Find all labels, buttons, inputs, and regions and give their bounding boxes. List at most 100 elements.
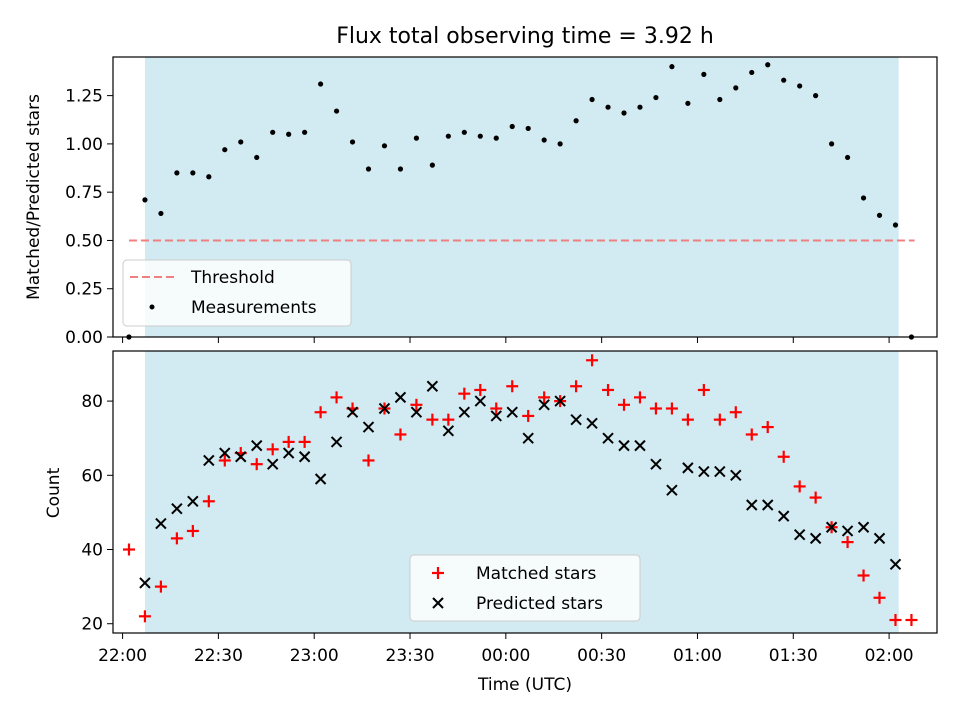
predicted-legend-swatch <box>432 597 444 609</box>
top-y-tick-label: 0.00 <box>65 328 103 348</box>
predicted-star-point <box>426 380 439 392</box>
bottom-legend-box <box>409 554 641 622</box>
measurement-point <box>589 96 595 103</box>
predicted-star-point <box>474 395 486 407</box>
predicted-star-point <box>650 458 662 470</box>
x-tick-label: 22:30 <box>194 646 243 666</box>
bottom-legend: Matched stars Predicted stars <box>409 554 641 622</box>
x-tick-label: 22:00 <box>98 646 147 666</box>
predicted-star-point <box>554 395 566 407</box>
predicted-star-point <box>458 406 471 418</box>
top-y-tick-label: 0.50 <box>65 231 103 251</box>
measurement-point <box>238 139 244 145</box>
predicted-star-point <box>618 439 630 452</box>
measurement-point <box>302 129 308 135</box>
top-y-tick-label: 1.00 <box>65 135 103 155</box>
predicted-star-point <box>586 417 598 430</box>
measurement-point <box>749 69 755 76</box>
legend-label-predicted: Predicted stars <box>476 594 603 614</box>
measurement-point <box>317 81 324 87</box>
matched-star-point <box>633 391 646 404</box>
top-legend-box <box>122 259 352 327</box>
predicted-star-point <box>730 469 742 482</box>
bottom-y-tick-label: 60 <box>81 466 103 486</box>
legend-label-measurements: Measurements <box>191 298 317 318</box>
measurement-point <box>605 104 611 110</box>
predicted-star-point <box>793 528 806 541</box>
matched-star-point <box>490 402 503 415</box>
matched-star-point <box>314 406 327 419</box>
predicted-star-point <box>235 451 247 463</box>
measurement-point <box>717 96 723 103</box>
x-tick-label: 23:30 <box>386 646 435 666</box>
predicted-star-point <box>522 432 534 444</box>
chart-title: Flux total observing time = 3.92 h <box>336 24 714 49</box>
matched-star-point <box>777 450 790 463</box>
matched-star-point <box>649 402 662 415</box>
measurement-point <box>813 93 819 99</box>
matched-star-point <box>154 580 167 593</box>
predicted-star-point <box>203 454 215 467</box>
legend-label-threshold: Threshold <box>190 268 275 288</box>
matched-star-point <box>426 413 439 426</box>
matched-star-point <box>809 491 822 504</box>
measurement-point <box>158 210 164 217</box>
top-y-tick-label: 1.25 <box>65 87 103 107</box>
matched-star-point <box>618 398 631 411</box>
matched-star-point <box>330 391 343 404</box>
measurement-point <box>397 166 404 172</box>
x-tick-label: 02:00 <box>865 646 914 666</box>
matched-star-point <box>538 391 551 404</box>
matched-star-point <box>250 458 263 471</box>
top-legend: Threshold Measurements <box>122 259 352 327</box>
measurement-point <box>206 174 212 180</box>
measurement-point <box>557 141 563 147</box>
measurement-point <box>829 141 835 147</box>
measurement-point <box>142 197 148 203</box>
matched-star-point <box>761 421 774 434</box>
measurement-point <box>174 170 180 176</box>
predicted-star-point <box>171 502 183 515</box>
x-tick-label: 23:00 <box>290 646 339 666</box>
predicted-star-point <box>809 532 822 545</box>
predicted-star-point <box>762 499 774 511</box>
predicted-star-point <box>698 465 710 478</box>
measurement-point <box>222 147 228 153</box>
predicted-star-point <box>841 525 854 537</box>
predicted-star-point <box>394 391 407 404</box>
bottom-y-tick-label: 20 <box>81 615 103 635</box>
bottom-panel: 20 40 60 80 22:00 22:30 23:00 23:30 00:00 00:30 01… <box>44 350 938 695</box>
predicted-star-point <box>714 465 726 478</box>
matched-star-point <box>793 480 806 493</box>
matched-star-point <box>602 383 615 396</box>
predicted-star-point <box>139 577 151 589</box>
measurement-point <box>477 133 483 139</box>
predicted-star-point <box>570 413 582 426</box>
predicted-star-point <box>825 521 838 533</box>
matched-star-point <box>586 354 599 367</box>
measurement-point <box>701 71 707 77</box>
measurement-point <box>860 195 867 201</box>
predicted-star-point <box>857 521 870 533</box>
predicted-star-point <box>251 439 263 452</box>
predicted-star-point <box>362 421 375 433</box>
predicted-star-point <box>410 406 423 418</box>
measurement-point <box>286 131 292 137</box>
matched-star-point <box>442 413 455 426</box>
predicted-star-point <box>187 495 199 507</box>
measurement-point <box>653 94 659 101</box>
bottom-y-axis-label: Count <box>44 467 64 518</box>
bottom-y-tick-label: 80 <box>81 392 103 412</box>
matched-star-point <box>474 383 487 396</box>
matched-star-point <box>218 454 231 467</box>
top-plot-frame <box>112 56 938 338</box>
measurement-point <box>637 104 643 110</box>
predicted-star-point <box>155 517 167 530</box>
x-tick-label: 00:00 <box>481 646 530 666</box>
measurement-point <box>797 83 803 89</box>
matched-star-point <box>122 543 135 556</box>
predicted-star-point <box>506 406 518 418</box>
bottom-y-tick-label: 40 <box>81 541 103 561</box>
matched-star-point <box>889 614 902 627</box>
